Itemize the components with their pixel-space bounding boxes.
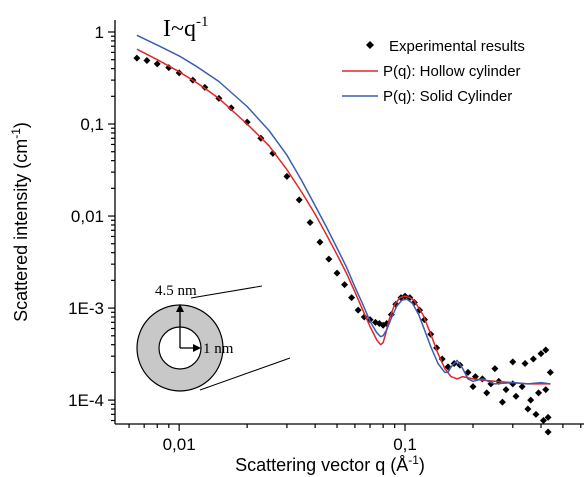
- power-law-annotation: I~q-1: [163, 14, 208, 42]
- experimental-data-point: [542, 346, 550, 354]
- power-law-exponent: -1: [196, 14, 209, 30]
- legend: Experimental results P(q): Hollow cylind…: [342, 38, 525, 105]
- experimental-data-point: [535, 389, 543, 397]
- experimental-data-point: [143, 57, 151, 65]
- experimental-data-point: [483, 389, 491, 397]
- experimental-data-point: [227, 104, 235, 112]
- experimental-data-point: [325, 255, 333, 263]
- axis-ticks: 1 0,1 0,01 1E-3 1E-4 0,01 0,1: [68, 23, 582, 454]
- y-tick-label: 1: [95, 23, 104, 42]
- inset-outer-label: 4.5 nm: [155, 283, 197, 299]
- y-axis-title: Scattered intensity (cm-1): [9, 122, 31, 322]
- power-law-base: I~q: [163, 16, 196, 42]
- experimental-data-point: [341, 281, 349, 289]
- experimental-data-point: [333, 269, 341, 277]
- y-tick-label: 1E-3: [68, 299, 104, 318]
- experimental-data-point: [512, 392, 520, 400]
- experimental-data-point: [518, 383, 526, 391]
- inset-inner-label: 1 nm: [203, 341, 234, 357]
- experimental-data-point: [546, 368, 554, 376]
- experimental-data-point: [283, 172, 291, 180]
- experimental-data-point: [153, 60, 161, 68]
- experimental-data-point: [509, 380, 517, 388]
- experimental-data-point: [491, 365, 499, 373]
- experimental-data-point: [509, 358, 517, 366]
- experimental-data-point: [295, 196, 303, 204]
- y-tick-label: 0,01: [71, 207, 104, 226]
- inner-radius-arrowhead: [193, 344, 201, 352]
- experimental-data-point: [524, 405, 532, 413]
- x-tick-label: 0,1: [393, 435, 417, 454]
- experimental-data-point: [316, 238, 324, 246]
- experimental-data-point: [532, 410, 540, 418]
- experimental-data-point: [469, 383, 477, 391]
- experimental-data-point: [502, 386, 510, 394]
- solid-cylinder-fit-line: [136, 34, 551, 385]
- experimental-data-point: [243, 118, 251, 126]
- experimental-data-point: [529, 355, 537, 363]
- experimental-data-point: [133, 54, 141, 62]
- outer-radius-arrowhead: [176, 304, 184, 312]
- experimental-data-point: [498, 398, 506, 406]
- experimental-data-point: [521, 359, 529, 367]
- experimental-data-point: [537, 350, 545, 358]
- cylinder-inset: 4.5 nm 1 nm: [136, 283, 291, 392]
- legend-label-experimental: Experimental results: [389, 38, 525, 55]
- experimental-data-point: [306, 219, 314, 227]
- legend-label-hollow: P(q): Hollow cylinder: [383, 63, 521, 80]
- experimental-data-point: [544, 428, 552, 436]
- experimental-data-point: [539, 417, 547, 425]
- y-tick-label: 0,1: [80, 115, 104, 134]
- legend-marker-experimental: [366, 41, 374, 49]
- experimental-data-point: [269, 149, 277, 157]
- legend-label-solid: P(q): Solid Cylinder: [383, 88, 512, 105]
- x-tick-label: 0,01: [163, 435, 196, 454]
- data-series: [133, 34, 554, 436]
- experimental-data-point: [542, 386, 550, 394]
- inset-guide-bottom: [199, 357, 291, 391]
- experimental-data-point: [527, 396, 535, 404]
- experimental-data-point: [348, 294, 356, 302]
- experimental-data-point: [354, 306, 362, 314]
- inset-guide-top: [190, 285, 263, 299]
- y-tick-label: 1E-4: [68, 391, 104, 410]
- experimental-data-point: [544, 413, 552, 421]
- x-axis-title: Scattering vector q (Å-1): [235, 453, 425, 475]
